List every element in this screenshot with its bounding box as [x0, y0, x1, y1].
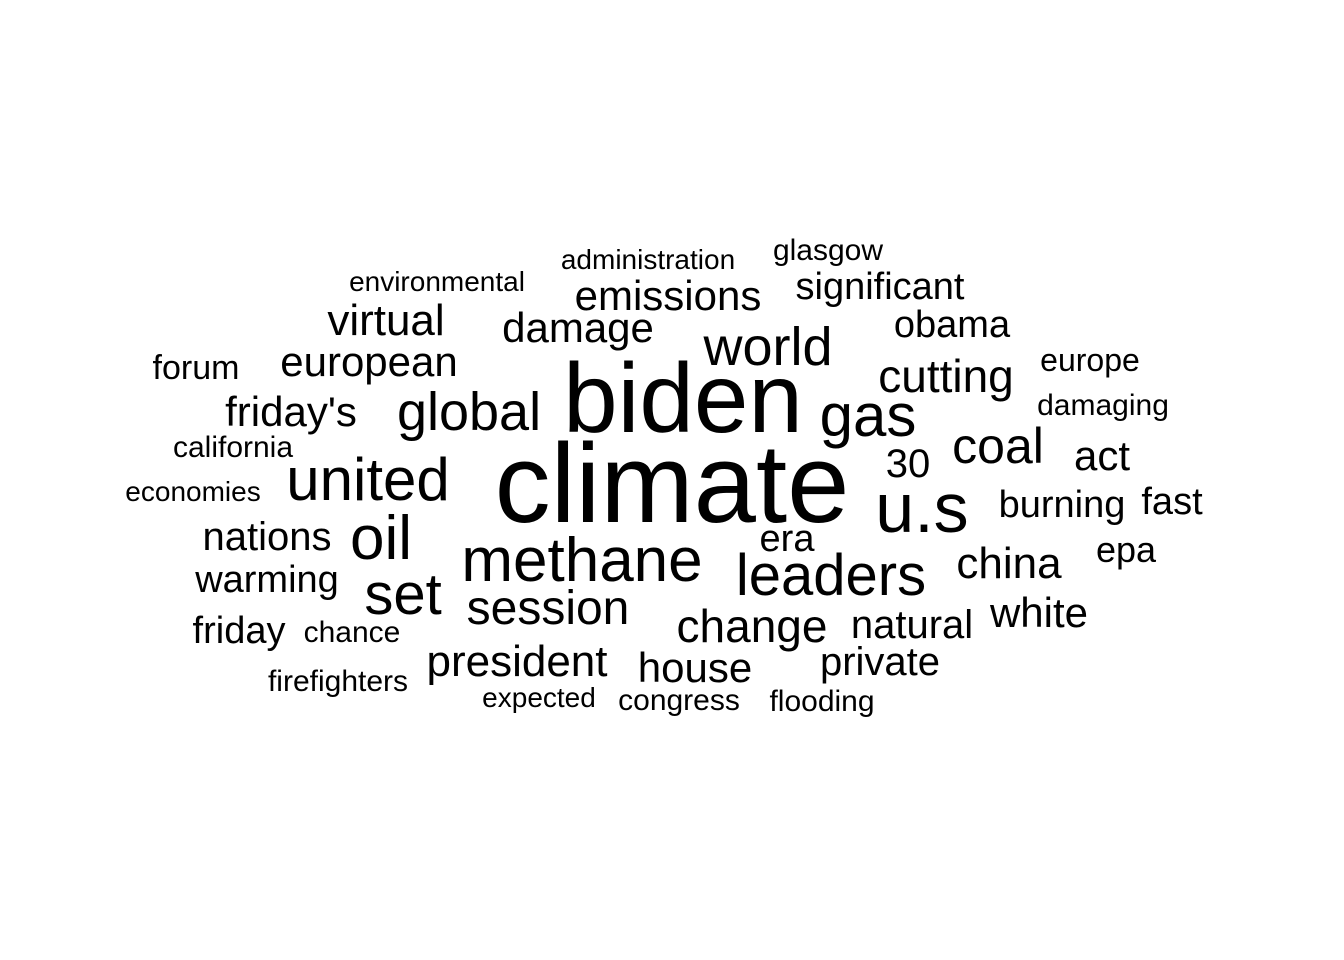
word-expected: expected: [482, 682, 596, 713]
word-us: u.s: [875, 469, 969, 547]
word-congress: congress: [618, 684, 740, 717]
word-natural: natural: [850, 603, 974, 647]
word-nations: nations: [202, 515, 332, 559]
word-european: european: [280, 338, 458, 385]
word-europe: europe: [1040, 342, 1140, 378]
word-30: 30: [885, 442, 931, 486]
word-forum: forum: [152, 349, 240, 387]
word-act: act: [1073, 432, 1131, 479]
word-chance: chance: [303, 616, 401, 649]
word-california: california: [172, 431, 294, 464]
word-house: house: [637, 644, 753, 691]
word-friday: friday: [192, 610, 286, 652]
word-coal: coal: [952, 418, 1044, 474]
word-warming: warming: [195, 559, 339, 601]
word-administration: administration: [560, 244, 736, 275]
word-leaders: leaders: [735, 543, 927, 608]
word-epa: epa: [1095, 529, 1157, 570]
word-firefighters: firefighters: [267, 665, 409, 698]
word-era: era: [759, 518, 815, 560]
word-united: united: [286, 446, 450, 513]
word-change: change: [676, 600, 828, 652]
word-cutting: cutting: [878, 350, 1014, 402]
word-white: white: [989, 589, 1089, 636]
word-burning: burning: [998, 484, 1126, 526]
word-damage: damage: [502, 304, 654, 351]
word-oil: oil: [349, 504, 413, 573]
word-significant: significant: [795, 266, 965, 308]
word-glasgow: glasgow: [772, 234, 884, 267]
word-biden: biden: [563, 343, 803, 453]
word-private: private: [819, 640, 941, 684]
word-china: china: [956, 539, 1062, 588]
word-president: president: [426, 637, 608, 686]
word-economies: economies: [125, 476, 261, 507]
word-damaging: damaging: [1037, 389, 1169, 422]
word-gas: gas: [819, 382, 917, 449]
word-flooding: flooding: [769, 685, 875, 718]
word-climate: climate: [494, 421, 850, 546]
word-global: global: [396, 382, 542, 442]
word-world: world: [703, 317, 833, 377]
word-obama: obama: [893, 304, 1011, 346]
word-fridays: friday's: [225, 388, 357, 435]
word-environmental: environmental: [349, 266, 525, 297]
word-fast: fast: [1141, 481, 1203, 523]
word-virtual: virtual: [327, 296, 445, 345]
word-session: session: [466, 582, 630, 635]
word-set: set: [364, 562, 442, 627]
word-methane: methane: [461, 526, 703, 595]
word-emissions: emissions: [574, 272, 762, 319]
